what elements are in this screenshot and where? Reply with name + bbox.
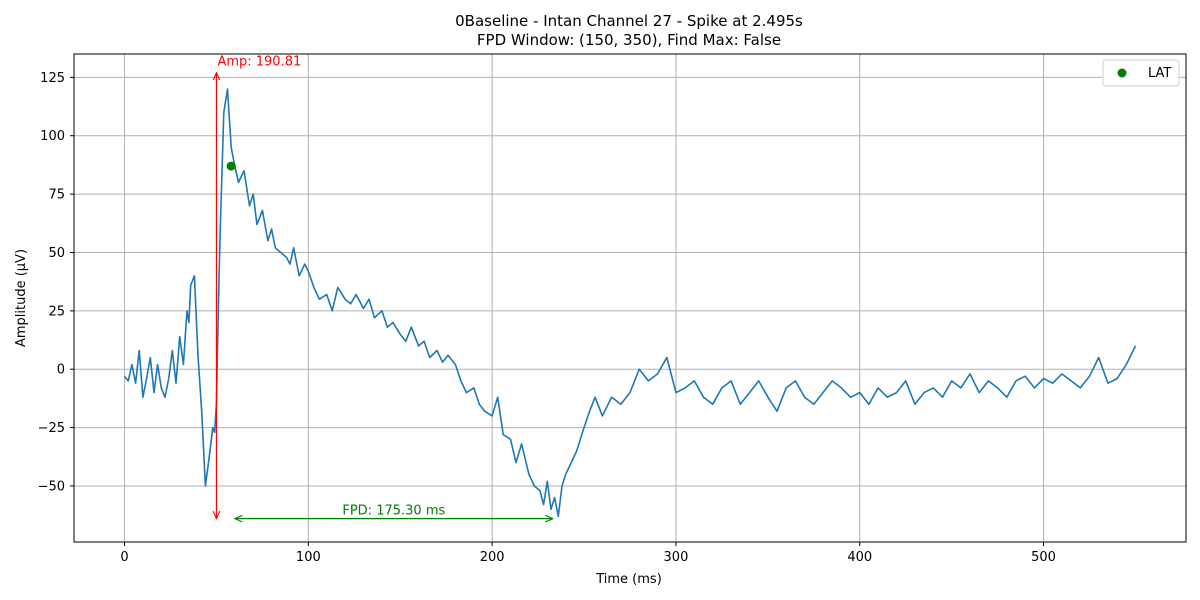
- grid: [74, 54, 1186, 542]
- fpd-label: FPD: 175.30 ms: [342, 504, 445, 519]
- y-tick-label: 25: [48, 304, 65, 319]
- chart-subtitle: FPD Window: (150, 350), Find Max: False: [477, 31, 781, 49]
- y-tick-label: 125: [40, 71, 65, 86]
- lat-point: [226, 161, 236, 171]
- x-tick-label: 400: [847, 550, 872, 565]
- y-axis-label: Amplitude (µV): [14, 249, 29, 347]
- amp-label: Amp: 190.81: [217, 55, 301, 70]
- y-tick-label: 100: [40, 129, 65, 144]
- chart-title: 0Baseline - Intan Channel 27 - Spike at …: [455, 12, 803, 30]
- x-tick-label: 100: [296, 550, 321, 565]
- y-tick-label: −50: [38, 479, 65, 494]
- legend-box: [1102, 59, 1180, 87]
- x-axis-label: Time (ms): [595, 572, 662, 587]
- plot-frame: [73, 53, 1187, 543]
- y-tick-label: 50: [48, 246, 65, 261]
- x-tick-label: 500: [1031, 550, 1056, 565]
- y-tick-label: 0: [57, 363, 65, 378]
- legend-lat-marker: [1117, 68, 1127, 78]
- legend: LAT: [1102, 59, 1180, 87]
- annotations: Amp: 190.81 FPD: 175.30 ms: [216, 55, 552, 519]
- series-layer: [123, 88, 1137, 518]
- x-tick-label: 0: [120, 550, 128, 565]
- legend-lat-label: LAT: [1148, 66, 1171, 81]
- axis-ticks: 0 100 200 300 400 500 −50 −25 0 25 50 75 100 125: [38, 71, 1056, 565]
- y-tick-label: −25: [38, 421, 65, 436]
- y-tick-label: 75: [48, 188, 65, 203]
- x-tick-label: 300: [664, 550, 689, 565]
- x-tick-label: 200: [480, 550, 505, 565]
- signal-line: [123, 88, 1137, 518]
